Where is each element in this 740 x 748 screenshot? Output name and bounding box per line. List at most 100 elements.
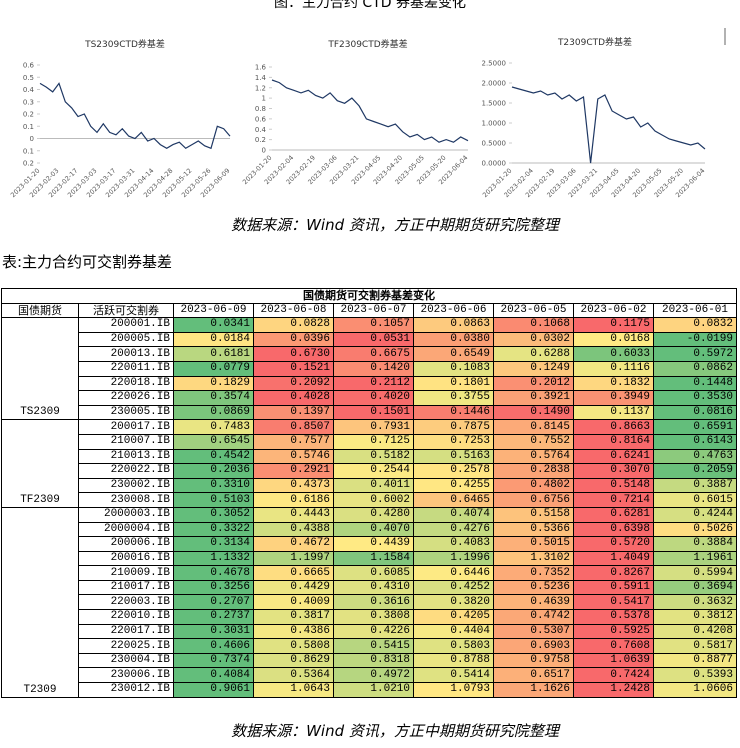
basis-cell: 0.6517 <box>493 667 574 684</box>
y-tick-label: 0.4 <box>23 86 35 94</box>
bond-code: 230004.IB <box>78 652 174 669</box>
basis-cell: 0.1068 <box>493 317 574 333</box>
basis-cell: 0.5414 <box>413 667 494 684</box>
data-row: 220018.IB 0.1829 0.2092 0.2112 0.1801 0.2012 0… <box>2 375 737 392</box>
basis-cell: 0.5746 <box>253 448 334 465</box>
basis-cell: 0.4404 <box>413 623 494 640</box>
y-tick-label: 0.3 <box>23 98 34 106</box>
data-row: 230004.IB 0.7374 0.8629 0.8318 0.8788 0.9758 1… <box>2 652 737 669</box>
series-line <box>271 79 469 143</box>
charts: TS2309CTD券基差0.60.50.40.30.20.100.10.2202… <box>9 28 726 199</box>
data-row: 230002.IB 0.3310 0.4373 0.4011 0.4255 0.4802 0… <box>2 477 737 494</box>
bond-code: 200017.IB <box>78 419 174 435</box>
basis-cell: 0.5366 <box>493 521 574 538</box>
basis-cell: 0.6288 <box>493 346 574 362</box>
column-header: 2023-06-08 <box>253 302 334 319</box>
basis-cell: 0.8164 <box>573 433 654 450</box>
basis-cell: 0.6015 <box>653 492 737 508</box>
bond-code: 220018.IB <box>78 375 174 392</box>
basis-cell: 1.1584 <box>333 550 414 567</box>
bond-code: 220017.IB <box>78 623 174 640</box>
basis-cell: 0.2544 <box>333 463 414 479</box>
basis-cell: 0.2838 <box>493 463 574 479</box>
basis-cell: 0.3310 <box>173 477 254 494</box>
basis-cell: 0.5764 <box>493 448 574 465</box>
basis-cell: 0.0779 <box>173 360 254 377</box>
data-row: 200013.IB 0.6181 0.6730 0.6675 0.6549 0.6288 0… <box>2 346 737 362</box>
basis-cell: 0.4672 <box>253 536 334 552</box>
column-row: 国债期货 活跃可交割券 2023-06-09 2023-06-08 2023-06-07… <box>1 302 737 319</box>
basis-cell: 0.1057 <box>333 317 414 333</box>
bond-code: 2000003.IB <box>78 506 174 523</box>
chart-title: TF2309CTD券基差 <box>327 38 407 50</box>
basis-cell: 0.4373 <box>253 477 334 494</box>
basis-cell: 0.7875 <box>413 419 494 435</box>
bond-code: 230005.IB <box>78 404 174 421</box>
bond-code: 220022.IB <box>78 463 174 479</box>
basis-cell: 0.3256 <box>173 579 254 596</box>
basis-cell: 1.1997 <box>253 550 334 567</box>
data-row: 220010.IB 0.2737 0.3817 0.3808 0.4205 0.4742 0… <box>2 609 737 625</box>
basis-cell: 0.8318 <box>333 652 414 669</box>
column-header: 2023-06-02 <box>573 302 654 319</box>
basis-cell: 0.3632 <box>653 594 737 611</box>
basis-cell: 1.1996 <box>413 550 494 567</box>
basis-cell: 0.5182 <box>333 448 414 465</box>
basis-cell: 0.4802 <box>493 477 574 494</box>
basis-cell: 0.4439 <box>333 536 414 552</box>
basis-cell: 0.5364 <box>253 667 334 684</box>
bond-code: 200016.IB <box>78 550 174 567</box>
basis-cell: 0.1116 <box>573 360 654 377</box>
basis-cell: 0.4443 <box>253 506 334 523</box>
basis-cell: 0.7577 <box>253 433 334 450</box>
basis-cell: 0.4639 <box>493 594 574 611</box>
basis-cell: 0.1832 <box>573 375 654 392</box>
basis-cell: 0.5026 <box>653 521 737 538</box>
bond-code: 230002.IB <box>78 477 174 494</box>
basis-cell: 0.6730 <box>253 346 334 362</box>
basis-cell: 0.4763 <box>653 448 737 465</box>
basis-cell: 0.6002 <box>333 492 414 508</box>
y-tick-label: 0 <box>262 147 266 155</box>
basis-cell: 0.6756 <box>493 492 574 508</box>
bond-code: 230008.IB <box>78 492 174 508</box>
basis-cell: 1.0606 <box>653 682 737 698</box>
basis-cell: 0.6446 <box>413 565 494 581</box>
bond-code: 200001.IB <box>78 317 174 333</box>
basis-cell: 0.5163 <box>413 448 494 465</box>
basis-cell: 0.3808 <box>333 609 414 625</box>
basis-cell: 0.5103 <box>173 492 254 508</box>
y-tick-label: 1.5000 <box>482 100 507 108</box>
y-tick-label: 0 <box>30 135 34 143</box>
basis-cell: 0.8877 <box>653 652 737 669</box>
basis-cell: 0.4252 <box>413 579 494 596</box>
basis-cell: 0.1083 <box>413 360 494 377</box>
y-tick-label: 0.0000 <box>482 160 507 168</box>
figure-caption: 图：主力合约 CTD 券基差变化 <box>273 0 466 11</box>
basis-cell: 0.4429 <box>253 579 334 596</box>
basis-cell: 0.2059 <box>653 463 737 479</box>
basis-cell: 0.7608 <box>573 638 654 654</box>
basis-cell: 0.4972 <box>333 667 414 684</box>
basis-cell: 0.3884 <box>653 536 737 552</box>
bond-code: 220025.IB <box>78 638 174 654</box>
basis-cell: 0.0863 <box>413 317 494 333</box>
data-row: 230005.IB 0.0869 0.1397 0.1501 0.1446 0.1490 0… <box>2 404 737 421</box>
data-row: TF2309 200017.IB 0.7483 0.8507 0.7931 0.7875 0… <box>1 419 737 508</box>
basis-cell: 0.1490 <box>493 404 574 421</box>
basis-cell: 0.1521 <box>253 360 334 377</box>
data-row: 230012.IB 0.9061 1.0643 1.0210 1.0793 1.1626 1… <box>2 682 737 698</box>
basis-cell: 0.5911 <box>573 579 654 596</box>
basis-cell: 0.4083 <box>413 536 494 552</box>
basis-cell: 0.5378 <box>573 609 654 625</box>
basis-cell: 0.1801 <box>413 375 494 392</box>
data-row: 210013.IB 0.4542 0.5746 0.5182 0.5163 0.5764 0… <box>2 448 737 465</box>
basis-cell: 0.2112 <box>333 375 414 392</box>
basis-cell: 0.9061 <box>173 682 254 698</box>
basis-cell: 0.6665 <box>253 565 334 581</box>
bond-code: 2000004.IB <box>78 521 174 538</box>
basis-cell: 0.3755 <box>413 390 494 406</box>
data-row: 200016.IB 1.1332 1.1997 1.1584 1.1996 1.3102 1… <box>2 550 737 567</box>
basis-cell: 1.3102 <box>493 550 574 567</box>
basis-cell: 0.4020 <box>333 390 414 406</box>
